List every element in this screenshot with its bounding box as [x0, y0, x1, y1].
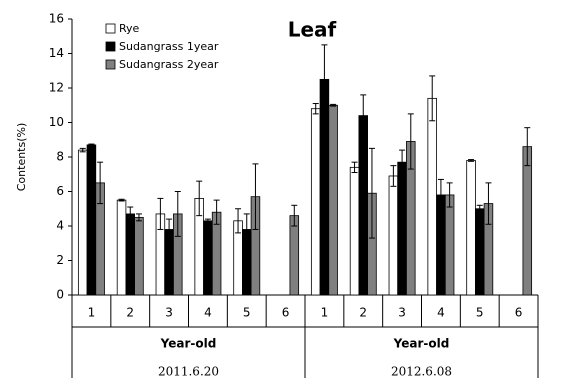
legend-label: Rye	[119, 22, 140, 35]
bar	[203, 220, 213, 296]
bar	[86, 144, 97, 296]
legend-swatch	[105, 59, 116, 70]
bar	[125, 213, 136, 296]
bar	[77, 149, 88, 296]
x-tick-label: 2	[126, 306, 134, 320]
group-label: Year-old	[160, 337, 217, 351]
legend-label: Sudangrass 2year	[119, 58, 219, 71]
legend-swatch	[105, 23, 116, 34]
x-tick-label: 4	[437, 306, 445, 320]
legend-swatch	[105, 41, 116, 52]
y-tick-label: 16	[49, 12, 64, 26]
x-tick-label: 1	[321, 306, 329, 320]
bar	[358, 115, 368, 296]
bar	[388, 175, 399, 296]
x-tick-label: 3	[165, 306, 173, 320]
y-tick-label: 10	[49, 115, 64, 129]
x-tick-label: 5	[476, 306, 484, 320]
x-tick-label: 3	[398, 306, 406, 320]
group-sublabel: 2012.6.08	[391, 365, 452, 378]
bar	[328, 104, 338, 296]
y-tick-label: 0	[56, 288, 64, 302]
bar	[116, 199, 127, 296]
y-tick-label: 8	[56, 150, 64, 164]
bar	[466, 160, 476, 296]
y-tick-label: 12	[49, 81, 64, 95]
bar	[427, 97, 437, 296]
y-tick-label: 14	[49, 46, 64, 60]
bar	[522, 146, 533, 296]
bar	[310, 108, 321, 296]
x-tick-label: 2	[359, 306, 367, 320]
legend-label: Sudangrass 1year	[119, 40, 219, 53]
x-tick-label: 1	[88, 306, 96, 320]
bar	[349, 166, 360, 296]
y-tick-label: 2	[56, 253, 64, 267]
x-tick-label: 6	[515, 306, 523, 320]
bar	[289, 215, 300, 296]
chart-title: Leaf	[288, 18, 337, 42]
bar	[474, 208, 485, 296]
y-axis-title: Contents(%)	[15, 123, 28, 192]
x-tick-label: 4	[204, 306, 212, 320]
bar	[397, 161, 407, 296]
bar	[444, 194, 455, 296]
group-sublabel: 2011.6.20	[158, 365, 219, 378]
y-tick-label: 6	[56, 184, 64, 198]
x-tick-label: 6	[282, 306, 290, 320]
y-tick-label: 4	[56, 219, 64, 233]
x-tick-label: 5	[243, 306, 251, 320]
bar	[134, 216, 144, 296]
group-label: Year-old	[393, 337, 450, 351]
